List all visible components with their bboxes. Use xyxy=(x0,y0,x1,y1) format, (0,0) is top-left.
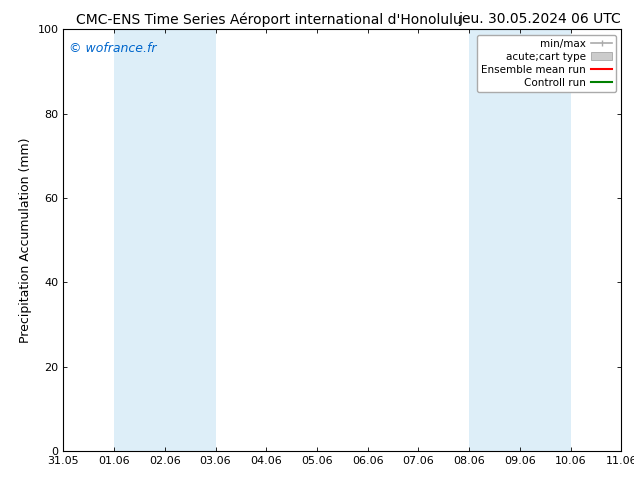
Text: jeu. 30.05.2024 06 UTC: jeu. 30.05.2024 06 UTC xyxy=(458,12,621,26)
Y-axis label: Precipitation Accumulation (mm): Precipitation Accumulation (mm) xyxy=(19,137,32,343)
Legend: min/max, acute;cart type, Ensemble mean run, Controll run: min/max, acute;cart type, Ensemble mean … xyxy=(477,35,616,92)
Bar xyxy=(469,29,571,451)
Bar xyxy=(114,29,216,451)
Text: © wofrance.fr: © wofrance.fr xyxy=(69,42,157,55)
Text: CMC-ENS Time Series Aéroport international d'Honolulu: CMC-ENS Time Series Aéroport internation… xyxy=(76,12,462,27)
